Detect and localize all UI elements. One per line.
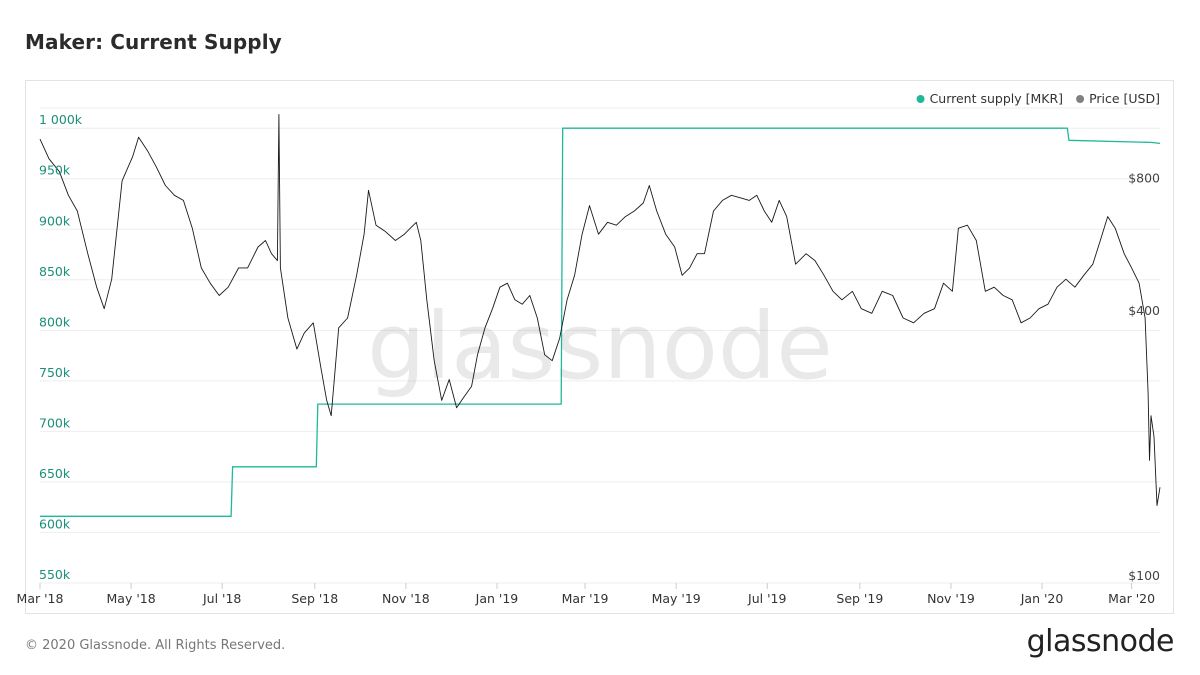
x-tick-label: Mar '19: [562, 591, 609, 606]
x-tick-label: Nov '19: [927, 591, 975, 606]
x-tick-label: Jan '20: [1020, 591, 1064, 606]
chart-frame: [25, 80, 1174, 614]
y-left-tick-label: 800k: [39, 314, 71, 329]
legend: Price [USD] Current supply [MKR]: [916, 91, 1160, 106]
price-line: [39, 114, 1161, 506]
x-tick-label: Nov '18: [382, 591, 430, 606]
grid-lines: [40, 107, 1160, 584]
legend-marker: [916, 95, 925, 103]
y-left-tick-label: 700k: [39, 415, 71, 430]
y-left-tick-label: 650k: [39, 466, 71, 481]
x-tick-label: Mar '18: [17, 591, 64, 606]
chart-title: Maker: Current Supply: [25, 30, 282, 54]
series-layer: [39, 114, 1161, 517]
y-left-tick-label: 750k: [39, 365, 71, 380]
y-right-tick-label: $400: [1128, 303, 1160, 318]
y-left-tick-label: 950k: [39, 163, 71, 178]
legend-marker: [1076, 95, 1085, 103]
x-tick-label: May '19: [652, 591, 701, 606]
y-left-tick-label: 900k: [39, 213, 71, 228]
x-axis: Mar '18 May '18 Jul '18 Sep '18 Nov '18 Jan '…: [17, 583, 1155, 606]
x-tick-label: May '18: [107, 591, 156, 606]
legend-label: Price [USD]: [1089, 91, 1160, 106]
y-left-tick-label: 850k: [39, 264, 71, 279]
x-tick-label: Jul '19: [747, 591, 786, 606]
x-tick-label: Mar '20: [1108, 591, 1155, 606]
brand-logo: glassnode: [1026, 624, 1175, 659]
y-right-tick-label: $100: [1128, 568, 1160, 583]
y-left-tick-label: 1 000k: [39, 112, 83, 127]
legend-label: Current supply [MKR]: [930, 91, 1064, 106]
x-tick-label: Jul '18: [202, 591, 241, 606]
x-tick-label: Sep '18: [291, 591, 338, 606]
y-axis-right: $100 $400 $800: [1128, 171, 1160, 583]
copyright-text: © 2020 Glassnode. All Rights Reserved.: [25, 638, 286, 653]
x-tick-label: Sep '19: [836, 591, 883, 606]
watermark: glassnode: [367, 293, 833, 400]
y-axis-left: 550k 600k 650k 700k 750k 800k 850k 900k 950k 1 00…: [39, 112, 83, 582]
y-left-tick-label: 600k: [39, 516, 71, 531]
y-right-tick-label: $800: [1128, 171, 1160, 186]
supply-line: [40, 127, 1161, 517]
x-tick-label: Jan '19: [475, 591, 519, 606]
y-left-tick-label: 550k: [39, 567, 71, 582]
